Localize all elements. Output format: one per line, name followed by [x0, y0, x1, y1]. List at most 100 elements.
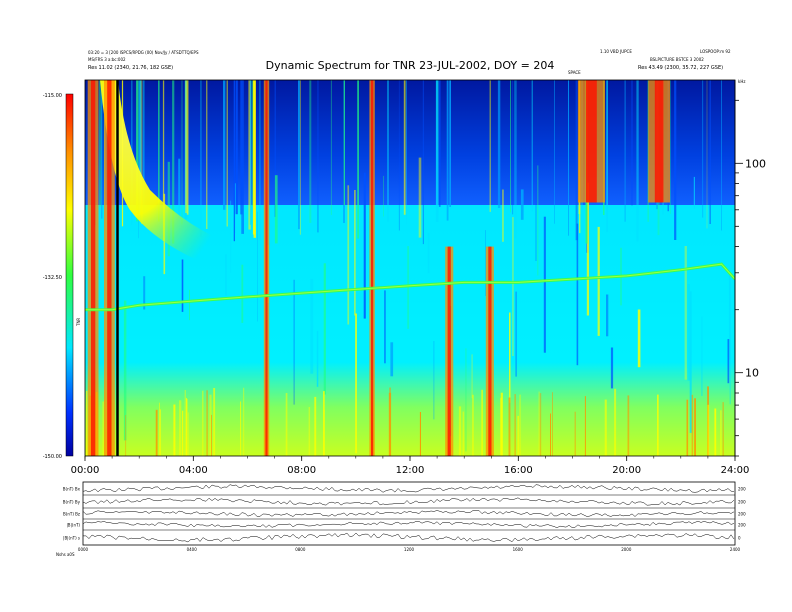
spectral-streak — [285, 393, 288, 456]
spectral-streak — [251, 80, 254, 207]
spectral-streak — [438, 80, 441, 207]
radio-burst-core-7 — [654, 80, 664, 203]
spectral-streak — [316, 330, 319, 387]
spectral-streak — [707, 404, 710, 456]
spectral-streak — [200, 80, 202, 237]
spectral-streak — [206, 390, 208, 456]
spectral-streak — [138, 80, 142, 222]
spectral-streak — [213, 388, 216, 456]
spectral-streak — [185, 80, 188, 213]
spectral-streak — [472, 394, 474, 456]
spectral-streak — [182, 410, 184, 456]
spectral-streak — [181, 259, 184, 312]
spectral-streak — [184, 390, 186, 456]
spectral-streak — [702, 80, 704, 218]
spectral-streak — [514, 394, 516, 456]
spectral-streak — [419, 412, 421, 456]
spectral-streak — [597, 226, 600, 336]
spectral-streak — [512, 80, 514, 215]
spectral-streak — [189, 289, 190, 321]
panel-right-tick: 200 — [738, 523, 746, 528]
spectral-streak — [363, 172, 366, 319]
spectral-streak — [317, 80, 319, 233]
spectral-streak — [694, 398, 696, 456]
spectral-streak — [390, 342, 394, 377]
spectral-streak — [606, 294, 609, 337]
spectral-streak — [343, 80, 345, 206]
spectral-streak — [383, 175, 384, 217]
time-tick-label: 16:00 — [504, 465, 533, 476]
spectral-streak — [550, 413, 551, 456]
spectral-streak — [388, 392, 392, 456]
spectral-streak — [155, 409, 158, 456]
spectral-streak — [687, 284, 690, 381]
spectral-streak — [485, 230, 486, 296]
spectral-streak — [308, 407, 311, 456]
spectral-streak — [125, 415, 127, 456]
spectral-streak — [211, 414, 212, 456]
spectral-streak — [691, 394, 694, 456]
spectral-streak — [310, 278, 314, 374]
time-tick-label: 24:00 — [721, 465, 750, 476]
panel-time-tick-label: 0800 — [295, 547, 306, 552]
spectral-streak — [123, 300, 127, 441]
spectral-streak — [515, 291, 517, 377]
spectral-streak — [568, 80, 569, 236]
spectral-streak — [274, 80, 276, 217]
spectral-streak — [86, 391, 88, 456]
spectral-streak — [538, 391, 540, 456]
spectral-streak — [543, 216, 546, 353]
spectral-streak — [670, 80, 671, 214]
spectral-streak — [471, 354, 473, 399]
spectral-streak — [159, 409, 161, 456]
panel-trace — [83, 532, 735, 543]
panel-time-tick-label: 1200 — [404, 547, 415, 552]
spectral-streak — [422, 80, 424, 245]
spectral-streak — [230, 200, 232, 273]
spectral-streak — [293, 279, 295, 405]
spectral-streak — [575, 80, 578, 241]
time-tick-label: 08:00 — [287, 465, 316, 476]
panel-right-tick: 0 — [738, 536, 741, 541]
panel-right-tick: 200 — [738, 500, 746, 505]
spectral-streak — [226, 80, 228, 227]
spectral-streak — [535, 176, 537, 261]
spectral-streak — [186, 398, 188, 456]
spectral-streak — [233, 80, 235, 242]
spectral-streak — [101, 80, 103, 219]
header-left-res: Res 11.02 (2340, 21.76, 182 GSE) — [88, 65, 173, 71]
spectral-streak — [172, 80, 175, 244]
spectral-streak — [209, 394, 212, 456]
spectral-streak — [314, 396, 317, 456]
panel-units: Nshs a0S — [56, 552, 75, 557]
spectral-streak — [481, 389, 483, 456]
spectral-streak — [510, 80, 511, 213]
spectral-streak — [537, 165, 539, 276]
spectral-streak — [637, 309, 641, 368]
spectral-streak — [706, 80, 708, 229]
spectral-streak — [241, 80, 244, 234]
radio-burst-core-0 — [91, 80, 96, 456]
spectral-streak — [357, 80, 359, 239]
spectral-streak — [552, 392, 553, 456]
spectral-streak — [446, 80, 449, 221]
spectral-streak — [141, 80, 143, 225]
panel-trace — [82, 497, 735, 506]
spectral-streak — [407, 246, 409, 329]
radio-burst-core-4 — [447, 246, 451, 456]
spectral-streak — [355, 313, 357, 454]
spectral-streak — [647, 80, 649, 222]
panel-trace — [82, 484, 735, 493]
spectral-streak — [614, 388, 617, 456]
spectral-streak — [584, 396, 586, 456]
spectral-streak — [604, 399, 607, 456]
header-right-line1: 1.10 VBD JUPCE — [600, 49, 632, 54]
panel-time-tick-label: 0400 — [187, 547, 198, 552]
spectral-streak — [427, 232, 430, 274]
spectral-streak — [458, 406, 462, 456]
spectral-streak — [531, 80, 533, 212]
spectral-streak — [693, 176, 695, 209]
spectral-streak — [257, 211, 258, 322]
